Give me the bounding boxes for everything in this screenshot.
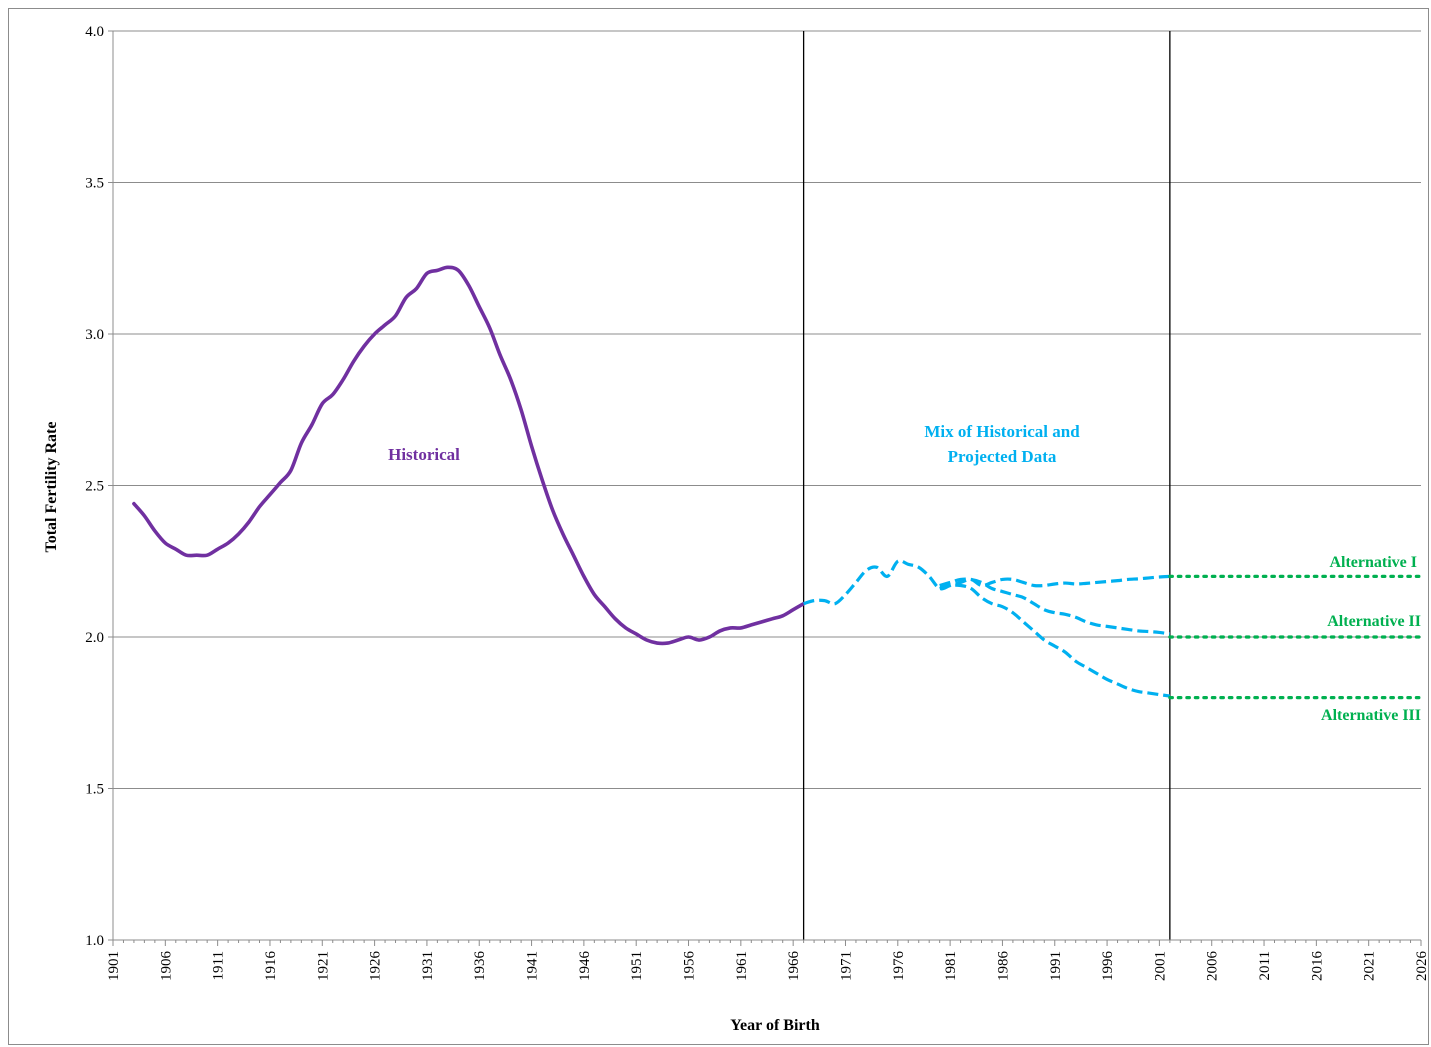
- x-tick-label: 1901: [106, 951, 122, 981]
- y-tick-label: 3.5: [85, 176, 104, 192]
- x-tick-label: 2011: [1257, 951, 1273, 980]
- x-tick-label: 1986: [995, 951, 1011, 982]
- y-tick-label: 3.0: [85, 327, 104, 343]
- y-tick-label: 1.5: [85, 782, 104, 798]
- period-dividers: [802, 31, 1171, 940]
- mix-region-label-line2: Projected Data: [948, 447, 1057, 466]
- series-line-historical-0: [132, 265, 806, 646]
- series-lines: [132, 265, 1423, 700]
- x-tick-label: 2026: [1414, 951, 1430, 982]
- x-tick-label: 1916: [263, 951, 279, 982]
- x-tick-label: 1951: [629, 951, 645, 981]
- x-tick-label: 1971: [838, 951, 854, 981]
- x-tick-label: 1911: [211, 951, 227, 980]
- x-tick-label: 1981: [943, 951, 959, 981]
- x-tick-label: 1961: [734, 951, 750, 981]
- x-tick-label: 1921: [315, 951, 331, 981]
- y-tick-label: 4.0: [85, 24, 104, 40]
- x-tick-label: 1926: [368, 951, 384, 982]
- y-tick-label: 2.5: [85, 479, 104, 495]
- axes: 1.0 1.5 2.0 2.5 3.0 3.5 4.0 1901 1906 1911 1916 192…: [85, 24, 1430, 981]
- series-line-mixed-2: [939, 577, 1171, 636]
- x-tick-label: 1906: [158, 951, 174, 982]
- x-tick-label: 2001: [1152, 951, 1168, 981]
- alternative-2-label: Alternative II: [1327, 613, 1421, 630]
- x-tick-label: 1956: [682, 951, 698, 982]
- x-tick-label: 1946: [577, 951, 593, 982]
- x-axis-title: Year of Birth: [730, 1017, 820, 1034]
- series-line-mixed-3: [939, 583, 1171, 698]
- x-tick-label: 1936: [472, 951, 488, 982]
- x-tick-label: 1976: [891, 951, 907, 982]
- x-tick-label: 1941: [525, 951, 541, 981]
- x-tick-label: 2016: [1309, 951, 1325, 982]
- y-tick-label: 2.0: [85, 630, 104, 646]
- alternative-1-label: Alternative I: [1329, 554, 1417, 571]
- mix-region-label-line1: Mix of Historical and: [924, 422, 1080, 441]
- y-axis-title: Total Fertility Rate: [43, 422, 60, 553]
- x-tick-label: 1931: [420, 951, 436, 981]
- historical-region-label: Historical: [388, 445, 460, 464]
- x-tick-label: 1996: [1100, 951, 1116, 982]
- series-line-mixed-1: [803, 559, 1170, 606]
- x-tick-label: 2021: [1362, 951, 1378, 981]
- x-tick-label: 1966: [786, 951, 802, 982]
- y-tick-label: 1.0: [85, 933, 104, 949]
- alternative-3-label: Alternative III: [1321, 707, 1421, 724]
- x-tick-label: 1991: [1048, 951, 1064, 981]
- gridlines: [113, 30, 1421, 789]
- x-tick-label: 2006: [1205, 951, 1221, 982]
